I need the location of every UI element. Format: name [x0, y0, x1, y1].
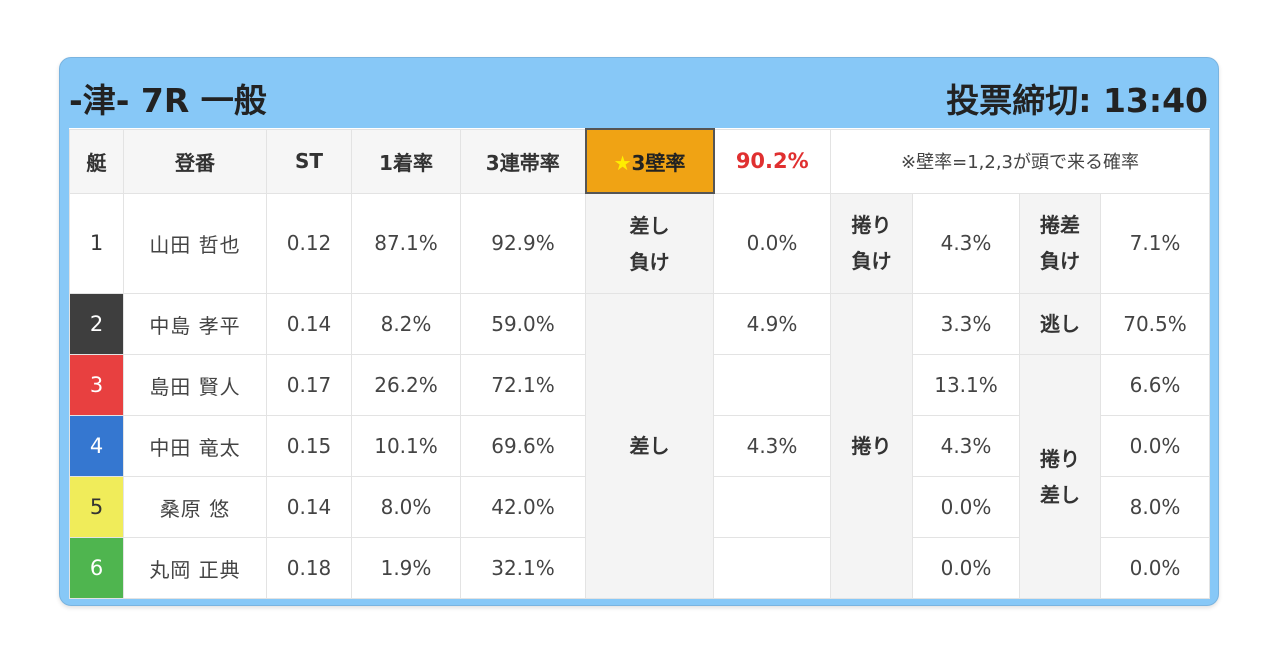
- sashi-value: [713, 537, 831, 599]
- top3-rate-value: 92.9%: [460, 192, 586, 294]
- makuri-value: 4.3%: [912, 415, 1020, 477]
- boat-number: 6: [69, 537, 124, 599]
- col-first-rate-header: 1着率: [351, 128, 461, 194]
- st-value: 0.15: [266, 415, 352, 477]
- wall-rate-value: 90.2%: [713, 128, 831, 194]
- top3-rate-value: 32.1%: [460, 537, 586, 599]
- racer-name: 島田 賢人: [123, 354, 267, 416]
- makurisashi-value: 8.0%: [1099, 476, 1211, 538]
- racer-name: 中田 竜太: [123, 415, 267, 477]
- st-value: 0.14: [266, 293, 352, 355]
- wall-rate-label: 3壁率: [631, 150, 686, 175]
- wall-rate-note: ※壁率=1,2,3が頭で来る確率: [829, 128, 1211, 194]
- nige-label: 逃し: [1019, 293, 1101, 355]
- makuri-make-label: 捲り 負け: [830, 192, 913, 294]
- race-stats-table: 艇 登番 ST 1着率 3連帯率 ★3壁率 90.2% ※壁率=1,2,3が頭で…: [69, 128, 1211, 599]
- racer-name: 山田 哲也: [123, 192, 267, 294]
- boat-number: 1: [69, 192, 124, 294]
- first-rate-value: 87.1%: [351, 192, 461, 294]
- top3-rate-value: 42.0%: [460, 476, 586, 538]
- makuri-make-value: 4.3%: [912, 192, 1020, 294]
- col-top3-rate-header: 3連帯率: [460, 128, 586, 194]
- makuri-value: 13.1%: [912, 354, 1020, 416]
- makuri-label: 捲り: [830, 293, 913, 599]
- st-value: 0.17: [266, 354, 352, 416]
- racer-name: 中島 孝平: [123, 293, 267, 355]
- table-row: 1 山田 哲也 0.12 87.1% 92.9% 差し 負け 0.0% 捲り 負け …: [69, 192, 1211, 294]
- makuri-value: 0.0%: [912, 537, 1020, 599]
- st-value: 0.14: [266, 476, 352, 538]
- first-rate-value: 1.9%: [351, 537, 461, 599]
- first-rate-value: 10.1%: [351, 415, 461, 477]
- sashi-make-value: 0.0%: [713, 192, 831, 294]
- makurisashi-make-value: 7.1%: [1099, 192, 1211, 294]
- boat-number: 2: [69, 293, 124, 355]
- makurisashi-value: 0.0%: [1099, 537, 1211, 599]
- first-rate-value: 8.2%: [351, 293, 461, 355]
- makurisashi-make-label: 捲差 負け: [1019, 192, 1101, 294]
- col-name-header: 登番: [123, 128, 267, 194]
- first-rate-value: 26.2%: [351, 354, 461, 416]
- race-header: -津- 7R 一般 投票締切: 13:40: [60, 58, 1218, 128]
- top3-rate-value: 59.0%: [460, 293, 586, 355]
- makurisashi-value: 0.0%: [1099, 415, 1211, 477]
- top3-rate-value: 69.6%: [460, 415, 586, 477]
- sashi-value: [713, 354, 831, 416]
- makurisashi-label: 捲り 差し: [1019, 354, 1101, 599]
- table-row: 2 中島 孝平 0.14 8.2% 59.0% 差し 4.9% 捲り 3.3% …: [69, 293, 1211, 599]
- racer-name: 丸岡 正典: [123, 537, 267, 599]
- sashi-value: [713, 476, 831, 538]
- first-rate-value: 8.0%: [351, 476, 461, 538]
- star-icon: ★: [613, 150, 632, 175]
- boat-number: 4: [69, 415, 124, 477]
- race-title: -津- 7R 一般: [69, 81, 267, 120]
- table-row: 5 桑原 悠 0.14 8.0% 42.0% 0.0% 8.0%: [69, 476, 1211, 538]
- wall-rate-header: ★3壁率: [584, 128, 715, 194]
- table-header-row: 艇 登番 ST 1着率 3連帯率 ★3壁率 90.2% ※壁率=1,2,3が頭で…: [69, 128, 1211, 194]
- col-st-header: ST: [266, 128, 352, 194]
- sashi-value: 4.3%: [713, 415, 831, 477]
- race-card: -津- 7R 一般 投票締切: 13:40 艇 登番 ST 1着率 3連帯率 ★…: [59, 57, 1219, 606]
- col-boat-header: 艇: [69, 128, 124, 194]
- sashi-label: 差し: [585, 293, 714, 599]
- boat-number: 3: [69, 354, 124, 416]
- makuri-value: 0.0%: [912, 476, 1020, 538]
- boat-number: 5: [69, 476, 124, 538]
- sashi-make-label: 差し 負け: [585, 192, 714, 294]
- betting-deadline: 投票締切: 13:40: [946, 81, 1208, 120]
- st-value: 0.12: [266, 192, 352, 294]
- st-value: 0.18: [266, 537, 352, 599]
- top3-rate-value: 72.1%: [460, 354, 586, 416]
- racer-name: 桑原 悠: [123, 476, 267, 538]
- table-row: 3 島田 賢人 0.17 26.2% 72.1% 13.1% 捲り 差し 6.6%: [69, 354, 1211, 599]
- makurisashi-value: 6.6%: [1099, 354, 1211, 416]
- nige-value: 70.5%: [1099, 293, 1211, 355]
- sashi-value: 4.9%: [713, 293, 831, 355]
- makuri-value: 3.3%: [912, 293, 1020, 355]
- table-row: 6 丸岡 正典 0.18 1.9% 32.1% 0.0% 0.0%: [69, 537, 1211, 599]
